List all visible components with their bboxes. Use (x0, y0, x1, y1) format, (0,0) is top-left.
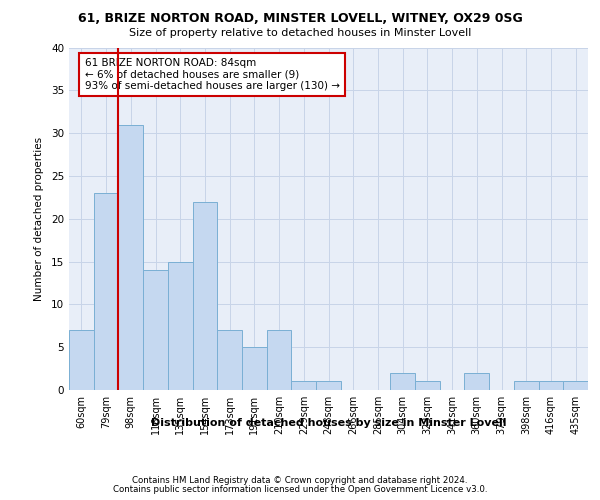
Bar (118, 124, 143, 390)
Bar (94, 193, 118, 390)
Bar (193, 202, 217, 390)
Bar (563, 382, 588, 390)
Text: Size of property relative to detached houses in Minster Lovell: Size of property relative to detached ho… (129, 28, 471, 38)
Text: Contains public sector information licensed under the Open Government Licence v3: Contains public sector information licen… (113, 484, 487, 494)
Bar (316, 382, 341, 390)
Text: 61, BRIZE NORTON ROAD, MINSTER LOVELL, WITNEY, OX29 0SG: 61, BRIZE NORTON ROAD, MINSTER LOVELL, W… (77, 12, 523, 26)
Bar (464, 373, 489, 390)
Text: 61 BRIZE NORTON ROAD: 84sqm
← 6% of detached houses are smaller (9)
93% of semi-: 61 BRIZE NORTON ROAD: 84sqm ← 6% of deta… (85, 58, 340, 91)
Text: Contains HM Land Registry data © Crown copyright and database right 2024.: Contains HM Land Registry data © Crown c… (132, 476, 468, 485)
Bar (69, 330, 94, 390)
Bar (267, 330, 292, 390)
Text: Distribution of detached houses by size in Minster Lovell: Distribution of detached houses by size … (151, 418, 506, 428)
Bar (514, 382, 539, 390)
Bar (539, 382, 563, 390)
Bar (292, 382, 316, 390)
Bar (242, 347, 267, 390)
Bar (143, 270, 168, 390)
Bar (168, 262, 193, 390)
Bar (415, 382, 440, 390)
Bar (390, 373, 415, 390)
Y-axis label: Number of detached properties: Number of detached properties (34, 136, 44, 301)
Bar (217, 330, 242, 390)
